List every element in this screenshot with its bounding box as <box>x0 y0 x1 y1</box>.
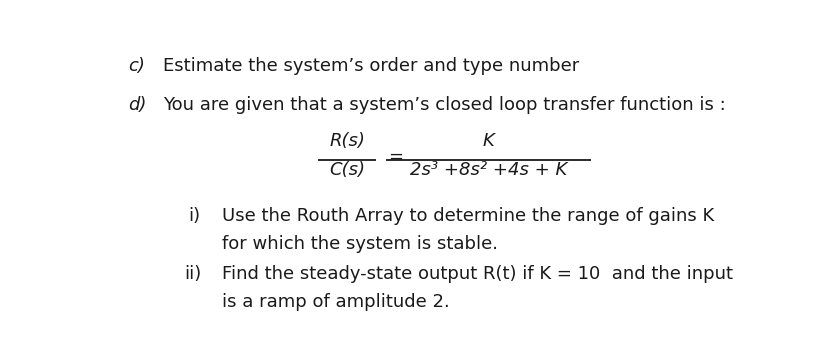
Text: R(s): R(s) <box>329 132 365 150</box>
Text: Find the steady-state output R(t) if K = 10  and the input: Find the steady-state output R(t) if K =… <box>222 265 733 283</box>
Text: c): c) <box>127 57 145 75</box>
Text: Estimate the system’s order and type number: Estimate the system’s order and type num… <box>162 57 578 75</box>
Text: i): i) <box>188 207 200 225</box>
Text: is a ramp of amplitude 2.: is a ramp of amplitude 2. <box>222 293 449 311</box>
Text: Use the Routh Array to determine the range of gains K: Use the Routh Array to determine the ran… <box>222 207 714 225</box>
Text: 2s³ +8s² +4s + K: 2s³ +8s² +4s + K <box>409 161 566 179</box>
Text: ii): ii) <box>184 265 201 283</box>
Text: You are given that a system’s closed loop transfer function is :: You are given that a system’s closed loo… <box>162 96 724 114</box>
Text: =: = <box>388 148 403 166</box>
Text: d): d) <box>127 96 146 114</box>
Text: for which the system is stable.: for which the system is stable. <box>222 236 498 253</box>
Text: C(s): C(s) <box>329 161 365 179</box>
Text: K: K <box>482 132 494 150</box>
